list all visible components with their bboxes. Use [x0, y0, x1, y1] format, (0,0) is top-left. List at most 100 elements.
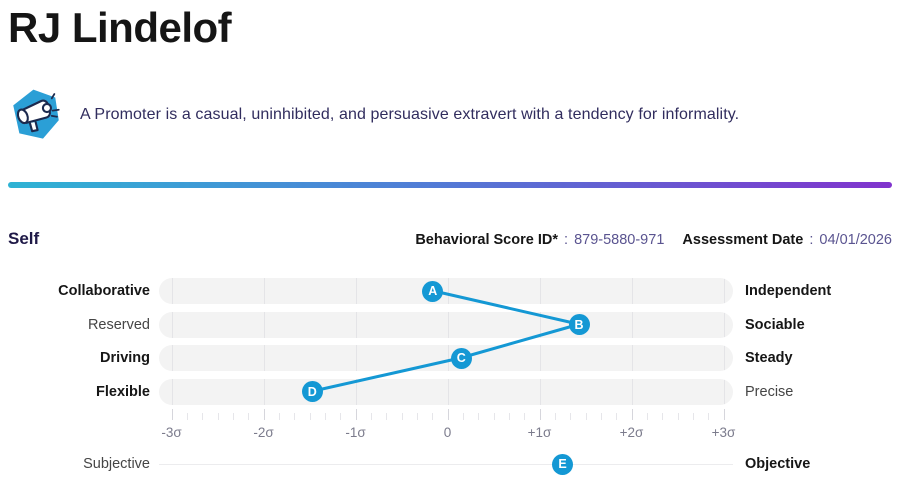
axis-tick: [554, 413, 556, 421]
axis-tick: [708, 413, 710, 421]
axis-tick: [447, 409, 449, 421]
axis-tick: [662, 413, 664, 421]
axis-tick: [539, 409, 541, 421]
trait-row: Collaborative Independent: [8, 274, 892, 308]
trait-label-right: Steady: [745, 350, 793, 367]
trait-row: Flexible Precise: [8, 375, 892, 409]
axis-tick-label: -2σ: [253, 425, 274, 441]
axis-tick: [677, 413, 679, 421]
footer-line: [159, 463, 733, 465]
axis-tick-label: 0: [443, 425, 452, 441]
axis-tick: [401, 413, 403, 421]
trait-bar: [159, 378, 733, 405]
trait-bar: [159, 345, 733, 372]
bar-sigma-tick: [631, 278, 633, 305]
axis-tick: [478, 413, 480, 421]
bar-sigma-tick: [539, 278, 541, 305]
axis-tick: [646, 413, 648, 421]
axis-tick: [202, 413, 204, 421]
bar-sigma-tick: [539, 311, 541, 338]
axis-tick-label: -1σ: [345, 425, 366, 441]
chart-rows: Collaborative Independent Reserved Sociable…: [8, 274, 892, 408]
bar-sigma-tick: [171, 311, 173, 338]
bar-sigma-tick: [355, 378, 357, 405]
bar-sigma-tick: [723, 345, 725, 372]
bar-sigma-tick: [355, 311, 357, 338]
assessment-date-label: Assessment Date: [682, 232, 804, 249]
axis-tick: [692, 413, 694, 421]
axis-tick-label: +3σ: [711, 425, 736, 441]
marker-e[interactable]: E: [552, 453, 573, 475]
score-id-value: 879-5880-971: [574, 232, 665, 249]
marker-d[interactable]: D: [301, 381, 323, 403]
bar-sigma-tick: [723, 311, 725, 338]
axis-tick: [232, 413, 234, 421]
trait-label-right: Sociable: [745, 316, 805, 333]
bar-sigma-tick: [355, 345, 357, 372]
axis-tick: [278, 413, 280, 421]
bar-sigma-tick: [723, 278, 725, 305]
axis-tick-label: -3σ: [161, 425, 182, 441]
footer-label-subjective: Subjective: [83, 456, 150, 473]
bar-sigma-tick: [539, 345, 541, 372]
behavioral-chart: Collaborative Independent Reserved Sociable…: [8, 274, 892, 479]
bar-sigma-tick: [263, 345, 265, 372]
assessment-meta: Behavioral Score ID* : 879-5880-971 Asse…: [415, 232, 892, 248]
axis-tick: [462, 413, 464, 421]
section-label-self: Self: [8, 229, 40, 249]
assessment-date-value: 04/01/2026: [819, 232, 892, 249]
footer-label-objective: Objective: [745, 456, 811, 473]
bar-sigma-tick: [447, 278, 449, 305]
bar-sigma-tick: [539, 378, 541, 405]
axis-tick: [171, 409, 173, 421]
trait-label-left: Collaborative: [58, 283, 150, 300]
axis-tick-label: +2σ: [619, 425, 644, 441]
page-title: RJ Lindelof: [8, 4, 232, 51]
bar-sigma-tick: [447, 345, 449, 372]
axis-tick: [416, 413, 418, 421]
trait-row: Reserved Sociable: [8, 308, 892, 342]
footer-scale-line: E: [159, 451, 733, 477]
bar-sigma-tick: [263, 378, 265, 405]
bar-sigma-tick: [631, 311, 633, 338]
trait-label-right: Precise: [745, 383, 794, 400]
trait-label-left: Flexible: [96, 383, 150, 400]
bar-sigma-tick: [355, 278, 357, 305]
axis-tick: [432, 413, 434, 421]
bar-sigma-tick: [447, 311, 449, 338]
persona-summary: A Promoter is a casual, uninhibited, and…: [8, 86, 892, 144]
trait-label-left: Reserved: [87, 316, 150, 333]
axis-tick: [524, 413, 526, 421]
axis-tick: [217, 413, 219, 421]
axis-tick: [723, 409, 725, 421]
axis-tick: [309, 413, 311, 421]
marker-c[interactable]: C: [450, 347, 472, 369]
axis-tick: [631, 409, 633, 421]
axis-tick: [616, 413, 618, 421]
axis-tick: [570, 413, 572, 421]
axis-tick: [324, 413, 326, 421]
marker-b[interactable]: B: [568, 314, 590, 336]
bar-sigma-tick: [263, 278, 265, 305]
trait-bar: [159, 311, 733, 338]
marker-a[interactable]: A: [422, 280, 444, 302]
separator: :: [559, 232, 573, 249]
gradient-divider: [8, 182, 892, 189]
axis-ruler: [159, 408, 733, 422]
axis-tick: [186, 413, 188, 421]
report-page: RJ Lindelof A Promoter is a casual, unin…: [0, 4, 900, 479]
axis-tick-label: +1σ: [527, 425, 552, 441]
bar-sigma-tick: [171, 378, 173, 405]
axis-tick: [340, 413, 342, 421]
axis-tick: [355, 409, 357, 421]
trait-label-left: Driving: [100, 350, 150, 367]
axis-tick: [600, 413, 602, 421]
trait-bar: [159, 278, 733, 305]
persona-description: A Promoter is a casual, uninhibited, and…: [80, 106, 740, 124]
axis-tick: [370, 413, 372, 421]
axis-tick: [585, 413, 587, 421]
megaphone-icon: [8, 86, 64, 144]
trait-label-right: Independent: [745, 283, 832, 300]
axis-tick: [493, 413, 495, 421]
axis-tick: [386, 413, 388, 421]
